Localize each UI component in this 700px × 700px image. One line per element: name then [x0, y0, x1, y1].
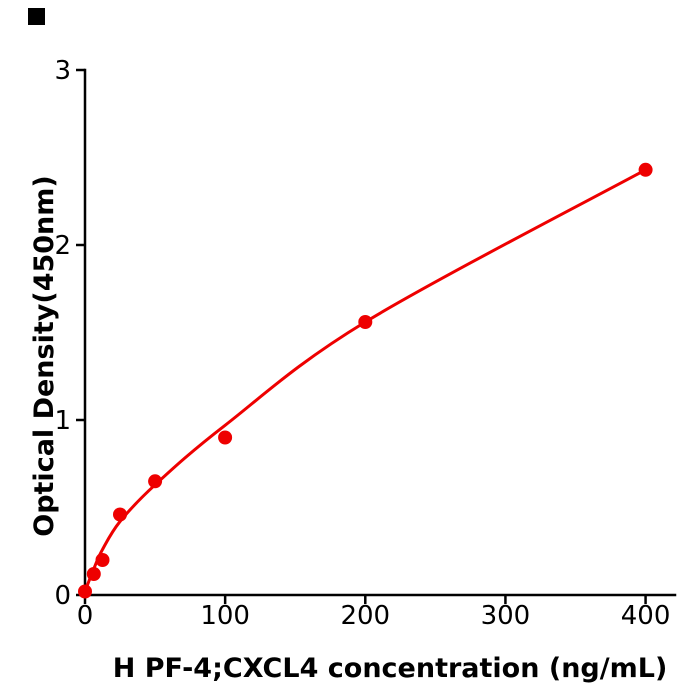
x-tick-label: 0 — [77, 601, 94, 631]
axes — [83, 68, 677, 597]
axis-ticks: 0 100 200 300 400 0 1 2 3 — [54, 56, 670, 631]
data-point — [638, 162, 653, 177]
corner-mark — [28, 8, 45, 25]
data-point — [113, 507, 127, 522]
data-point — [86, 567, 101, 581]
x-tick-label: 300 — [481, 601, 531, 631]
x-tick-label: 100 — [200, 601, 250, 631]
data-point — [95, 553, 110, 567]
y-tick-label: 0 — [54, 581, 71, 611]
x-tick-label: 200 — [340, 601, 390, 631]
x-axis-title: H PF-4;CXCL4 concentration (ng/mL) — [113, 653, 668, 684]
y-tick-label: 1 — [54, 406, 71, 436]
plot-area — [78, 162, 653, 599]
data-point — [148, 474, 163, 489]
axis-spines — [83, 68, 677, 597]
data-point — [358, 315, 373, 329]
data-point — [78, 584, 92, 599]
data-point — [218, 430, 233, 445]
x-tick-label: 400 — [621, 601, 671, 631]
y-axis-title: Optical Density(450nm) — [29, 175, 60, 537]
y-tick-label: 3 — [54, 56, 71, 86]
y-tick-label: 2 — [54, 231, 71, 261]
fit-curve — [83, 168, 648, 593]
